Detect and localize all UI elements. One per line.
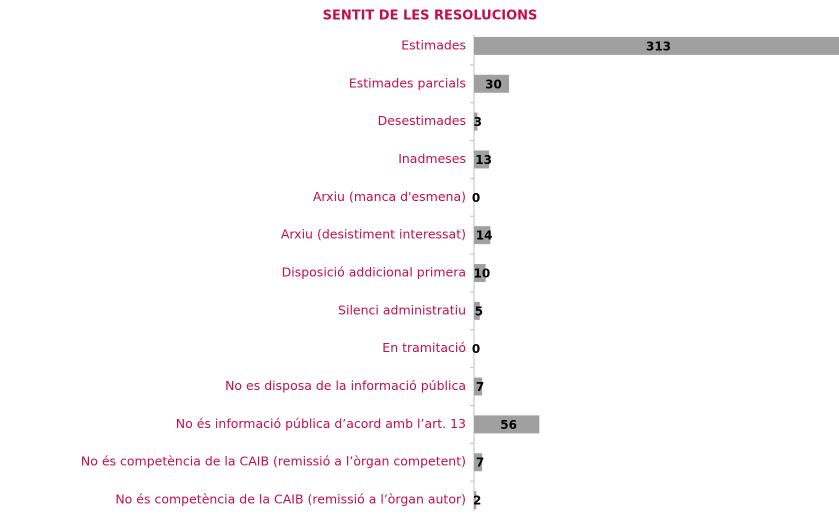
chart-title: SENTIT DE LES RESOLUCIONS: [323, 9, 538, 24]
category-label: No és competència de la CAIB (remissió a…: [115, 492, 466, 507]
category-label: Desestimades: [378, 113, 466, 128]
category-label: En tramitació: [382, 340, 466, 355]
value-label: 56: [500, 418, 517, 432]
value-label: 7: [476, 380, 484, 394]
value-label: 2: [473, 494, 481, 508]
value-label: 13: [475, 153, 492, 167]
value-label: 3: [474, 115, 482, 129]
value-label: 0: [472, 191, 480, 205]
bar: [474, 36, 839, 55]
category-label: No es disposa de la informació pública: [225, 378, 466, 393]
bar: [474, 453, 483, 472]
bar: [474, 150, 490, 169]
value-label: 5: [475, 304, 483, 318]
category-label: Inadmeses: [398, 151, 466, 166]
bar: [474, 226, 491, 245]
category-label: Arxiu (desistiment interessat): [281, 227, 466, 242]
category-label: Silenci administratiu: [338, 302, 466, 317]
value-label: 30: [485, 77, 502, 91]
value-label: 0: [472, 342, 480, 356]
value-label: 313: [646, 39, 671, 53]
bar: [474, 491, 477, 510]
category-label: Disposició addicional primera: [282, 265, 466, 280]
category-label: Estimades parcials: [349, 75, 466, 90]
bar: [474, 301, 480, 320]
bar: [474, 264, 486, 282]
category-label: Estimades: [401, 37, 466, 52]
value-label: 14: [476, 229, 493, 243]
category-label: No és informació pública d’acord amb l’a…: [176, 416, 466, 431]
category-label: No és competència de la CAIB (remissió a…: [81, 454, 466, 469]
category-label: Arxiu (manca d'esmena): [313, 189, 466, 204]
bar: [474, 74, 509, 93]
value-label: 10: [473, 267, 490, 281]
bar: [474, 377, 483, 396]
bar: [474, 112, 478, 131]
value-label: 7: [476, 456, 484, 470]
bar: [474, 415, 540, 434]
